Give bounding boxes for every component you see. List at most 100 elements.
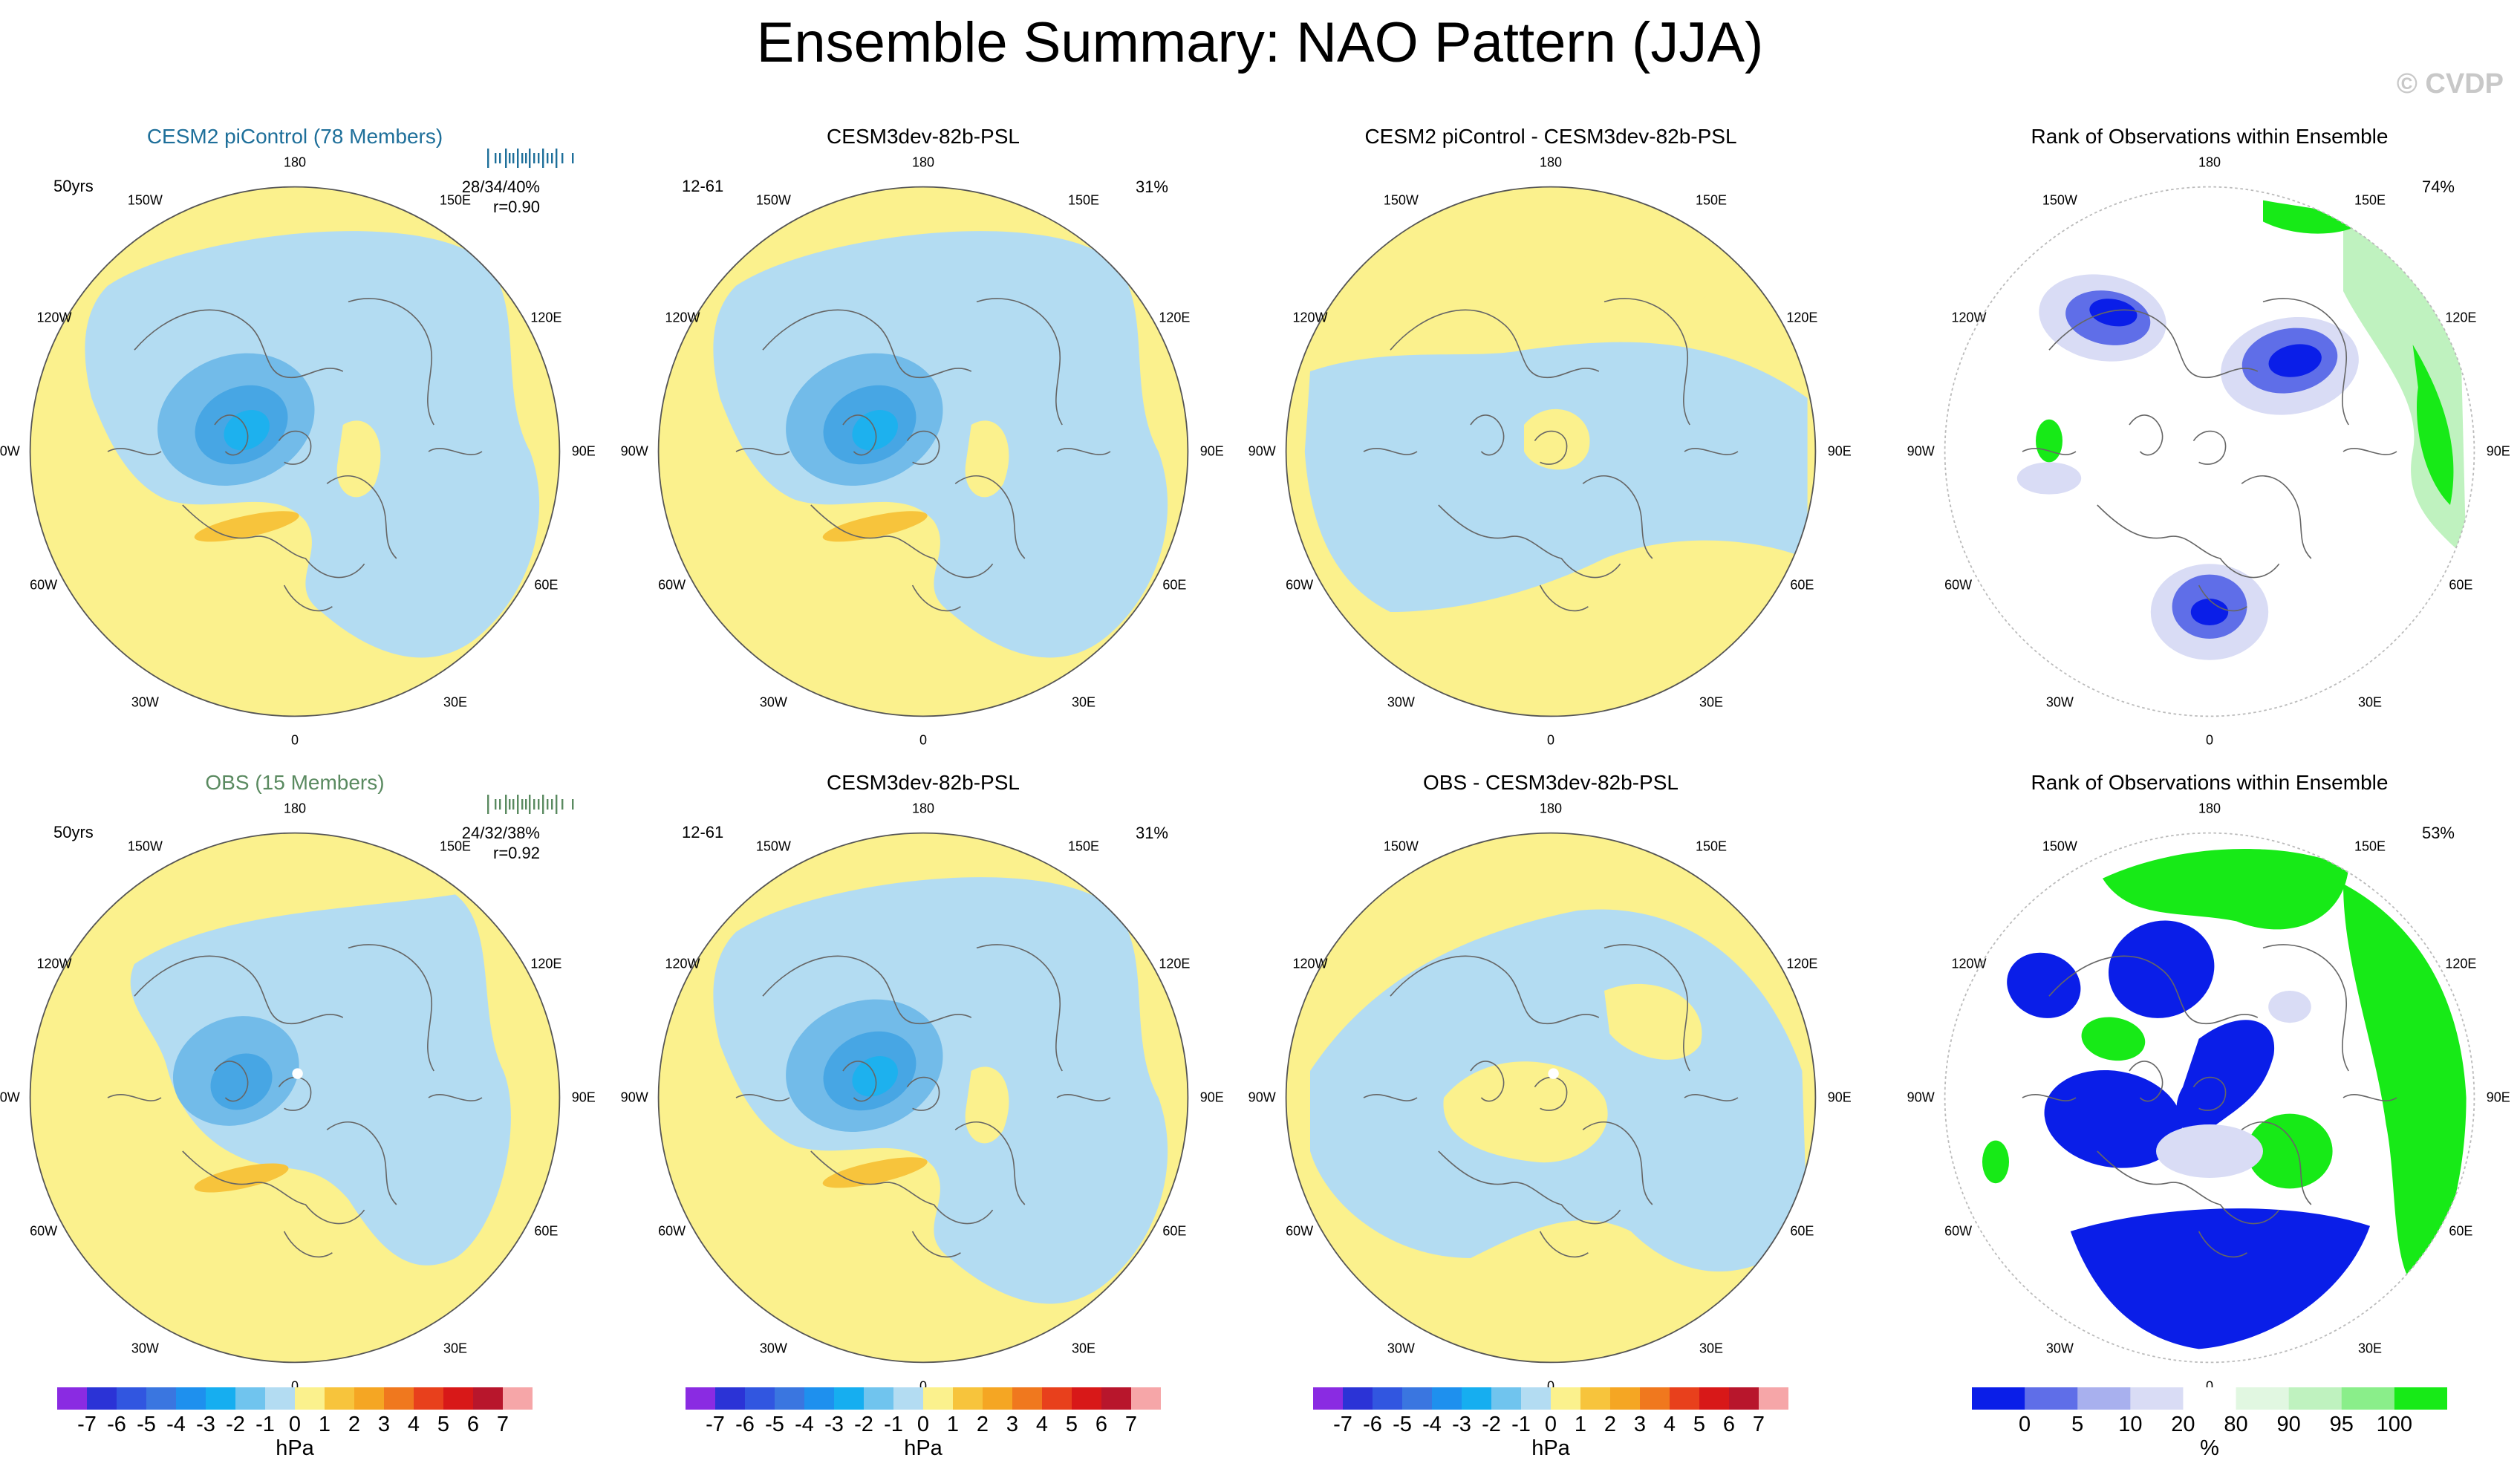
longitude-label: 0: [290, 1378, 299, 1394]
stat-label: 28/34/40% r=0.90: [429, 177, 540, 217]
coastline: [1438, 504, 1621, 579]
member-bar: [499, 799, 501, 810]
colorbar-swatch: [1012, 1387, 1043, 1410]
colorbar-swatch: [265, 1387, 296, 1410]
longitude-label: 120E: [1159, 956, 1191, 971]
coastline: [1056, 1094, 1111, 1101]
member-bar: [542, 149, 544, 168]
longitude-label: 60E: [1790, 577, 1814, 593]
coastline: [348, 298, 434, 426]
coastline: [2129, 414, 2164, 456]
stat-primary: 31%: [1135, 824, 1168, 842]
map-field: [658, 186, 1188, 717]
longitude-label: 90W: [0, 1090, 20, 1105]
colorbar-swatch: [1521, 1387, 1552, 1410]
rank-very-high: [2412, 345, 2454, 505]
colorbar-tick-label: 7: [496, 1413, 509, 1436]
colorbar-swatch: [1313, 1387, 1344, 1410]
stat-label: 31%: [1057, 177, 1168, 197]
colorbar-tick-label: 1: [946, 1413, 960, 1436]
longitude-label: 90E: [2486, 1090, 2510, 1105]
longitude-label: 180: [911, 801, 935, 816]
longitude-label: 120W: [36, 310, 72, 325]
longitude-label: 0: [290, 732, 299, 748]
longitude-label: 60E: [1790, 1223, 1814, 1239]
colorbar-tick-label: 5: [2071, 1413, 2084, 1436]
longitude-label: 30E: [1071, 1341, 1096, 1356]
coastline: [2342, 1094, 2397, 1101]
map-boundary: [1944, 832, 2475, 1364]
colorbar-tick-label: -5: [137, 1413, 156, 1436]
colorbar-swatch: [1072, 1387, 1102, 1410]
coastline: [2022, 1094, 2077, 1101]
longitude-label: 120W: [1292, 310, 1328, 325]
longitude-label: 0: [919, 732, 928, 748]
colorbar-tick-label: 0: [288, 1413, 302, 1436]
member-bar: [525, 153, 527, 163]
coastline: [214, 414, 249, 456]
coastline: [2262, 944, 2349, 1072]
coastline: [283, 584, 333, 612]
coastline: [762, 309, 972, 379]
longitude-label: 60E: [1162, 1223, 1187, 1239]
negative-region: [85, 231, 540, 658]
coastline: [107, 448, 162, 455]
longitude-label: 120E: [2445, 310, 2477, 325]
colorbar: [1972, 1387, 2447, 1410]
rank-very-low: [2007, 952, 2081, 1018]
colorbar-tick-label: 0: [916, 1413, 930, 1436]
positive-region: [1524, 408, 1590, 470]
positive-region: [965, 420, 1009, 498]
member-bar: [499, 153, 501, 163]
colorbar-tick-label: 5: [1693, 1413, 1706, 1436]
member-bar: [517, 795, 519, 814]
longitude-label: 90E: [1827, 1090, 1852, 1105]
colorbar-swatch: [354, 1387, 385, 1410]
coastline: [283, 1231, 333, 1258]
coastline: [2241, 475, 2312, 559]
colorbar-swatch: [804, 1387, 835, 1410]
longitude-label: 30W: [2045, 694, 2074, 710]
colorbar-swatch: [1491, 1387, 1522, 1410]
coastline: [134, 309, 344, 379]
longitude-label: 90E: [2486, 443, 2510, 459]
colorbar-swatch: [503, 1387, 533, 1410]
panel-title: CESM2 piControl - CESM3dev-82b-PSL: [1364, 125, 1737, 148]
colorbar-swatch: [295, 1387, 325, 1410]
colorbar-swatch: [834, 1387, 865, 1410]
member-bar: [533, 799, 535, 810]
colorbar-swatch: [1131, 1387, 1161, 1410]
coastline: [2192, 1076, 2227, 1111]
positive-region: [965, 1066, 1009, 1144]
longitude-label: 150E: [1695, 838, 1728, 854]
longitude-label: 150W: [1383, 838, 1419, 854]
map-boundary: [1944, 186, 2475, 717]
coastline: [2048, 309, 2259, 379]
stat-primary: 31%: [1135, 178, 1168, 196]
longitude-label: 30E: [1071, 694, 1096, 710]
negative-region: [713, 231, 1168, 658]
colorbar-swatch: [235, 1387, 266, 1410]
colorbar-swatch: [146, 1387, 177, 1410]
rank-very-high: [1982, 1140, 2009, 1184]
map-field: [1286, 186, 1816, 717]
stat-label: 31%: [1057, 823, 1168, 843]
rank-very-low: [2070, 1208, 2370, 1349]
longitude-label: 30W: [131, 694, 159, 710]
longitude-label: 0: [919, 1378, 928, 1394]
colorbar-tick-label: -4: [795, 1413, 814, 1436]
colorbar-tick-label: 4: [1035, 1413, 1049, 1436]
colorbar-swatch: [2288, 1387, 2342, 1410]
colorbar-swatch: [87, 1387, 117, 1410]
rank-very-low: [2044, 1069, 2183, 1168]
positive-region: [1443, 1061, 1608, 1163]
longitude-label: 120E: [1786, 310, 1818, 325]
member-bar: [556, 149, 558, 168]
period-label: 12-61: [682, 823, 724, 841]
coastline: [1604, 944, 1690, 1072]
ensemble-spread-bars: [487, 149, 574, 168]
colorbar-swatch: [715, 1387, 746, 1410]
polar-map: [657, 832, 1189, 1364]
longitude-label: 150E: [439, 192, 472, 208]
member-bar: [505, 795, 507, 814]
